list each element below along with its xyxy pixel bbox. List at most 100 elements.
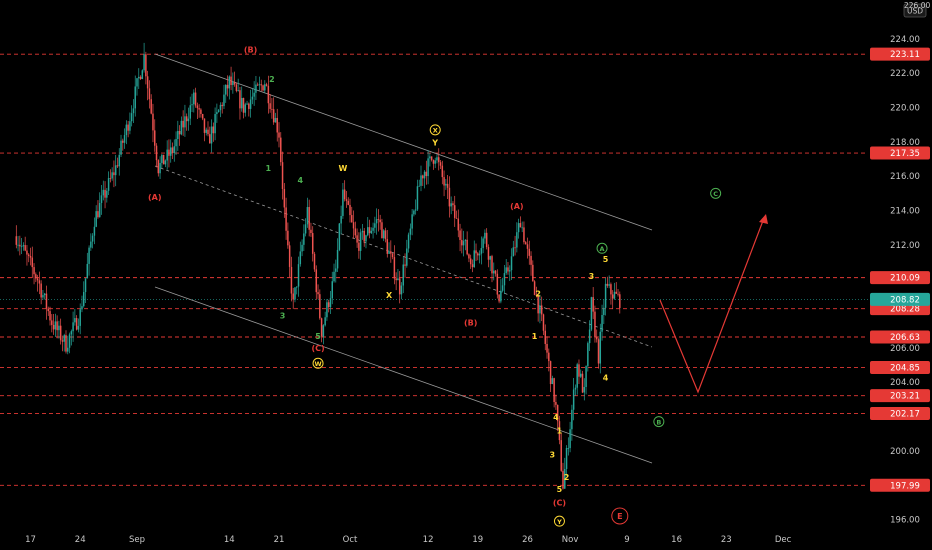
time-tick-label: Dec [775, 535, 792, 545]
candle [20, 238, 23, 254]
candle [516, 222, 518, 253]
candle [572, 377, 575, 421]
candle [358, 232, 360, 259]
candle [345, 190, 348, 208]
candle [212, 122, 215, 142]
candle [443, 170, 445, 197]
candle [201, 113, 204, 121]
candle [391, 252, 394, 260]
candle [86, 252, 89, 279]
candle [526, 237, 529, 259]
candle [49, 306, 51, 326]
candle [496, 269, 499, 299]
candle [619, 291, 621, 314]
candle [484, 229, 486, 244]
candle [166, 140, 168, 170]
projection-arrowhead [759, 214, 768, 224]
candle [233, 71, 236, 87]
wave-label: Y [431, 138, 438, 147]
candle [207, 121, 209, 137]
candle [455, 210, 458, 219]
candle [335, 259, 337, 283]
candle [517, 218, 520, 239]
candle [500, 279, 502, 304]
candle [43, 292, 46, 300]
wave-label: 3 [280, 312, 286, 321]
candle [540, 296, 543, 322]
circled-wave-label: E [611, 507, 629, 525]
candle [604, 277, 607, 316]
price-top-partial: 226.00 [904, 1, 930, 10]
candle [269, 94, 271, 113]
level-price-badge: 223.11 [870, 47, 930, 61]
candlesticks [15, 42, 621, 490]
level-price-badge: 206.63 [870, 330, 930, 344]
candle [278, 122, 280, 148]
candle [544, 324, 546, 351]
candle [228, 75, 231, 100]
candle [390, 240, 392, 263]
candle [116, 157, 119, 168]
candle [462, 230, 465, 257]
candle [107, 171, 110, 196]
circled-wave-label: Y [553, 515, 565, 527]
candle [414, 199, 417, 215]
candle [272, 97, 275, 125]
candle [535, 286, 538, 298]
level-price-badge-text: 217.35 [890, 149, 920, 159]
candle [230, 66, 232, 91]
candle [139, 75, 142, 80]
candle [98, 192, 101, 218]
wave-label: 3 [589, 272, 595, 281]
candle [571, 404, 573, 441]
candle [189, 96, 191, 126]
candle [551, 375, 554, 385]
candle [464, 239, 467, 251]
candle [608, 275, 610, 289]
candle [580, 369, 582, 379]
candle [214, 107, 216, 141]
candle [283, 183, 286, 218]
candle [466, 231, 468, 256]
candle [36, 274, 39, 292]
last-price-badge: 208.82 [870, 292, 930, 306]
price-tick-label: 204.00 [890, 378, 920, 388]
candle [436, 154, 438, 164]
candle [549, 360, 552, 393]
price-tick-label: 214.00 [890, 207, 920, 217]
candle [235, 82, 238, 93]
candle [244, 102, 247, 117]
candle [303, 224, 305, 252]
candle [528, 240, 531, 265]
candle [588, 320, 591, 352]
candle [400, 282, 403, 300]
candle [205, 127, 207, 136]
candle [610, 282, 612, 305]
candle [553, 377, 555, 408]
wave-label: (A) [510, 202, 524, 211]
circled-wave-label: W [312, 357, 324, 369]
candle [65, 330, 67, 354]
candle [530, 251, 532, 276]
candle [367, 217, 369, 237]
candle [265, 82, 268, 87]
candle [329, 290, 332, 315]
candle [597, 338, 600, 369]
candle [171, 142, 174, 160]
candle [95, 205, 97, 228]
time-axis-panel[interactable] [0, 530, 868, 550]
candle [154, 119, 156, 152]
candle [418, 179, 420, 187]
candle [38, 271, 41, 295]
currency-badge[interactable]: USD [903, 3, 927, 18]
level-price-badge-text: 210.09 [890, 274, 920, 284]
candle [386, 229, 389, 258]
candle [237, 78, 239, 92]
candle [123, 128, 126, 149]
candle [468, 253, 470, 263]
level-price-badge: 217.35 [870, 146, 930, 160]
circled-wave-label: C [710, 187, 722, 199]
candle [331, 271, 333, 305]
candle [537, 294, 539, 322]
